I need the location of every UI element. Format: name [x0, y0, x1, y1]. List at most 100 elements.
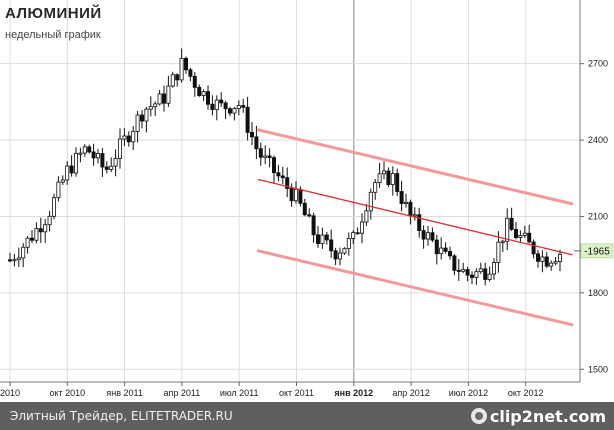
candle-body: [263, 155, 268, 158]
candle: [377, 162, 382, 188]
chart-subtitle: недельный график: [5, 29, 101, 41]
candle-body: [144, 108, 149, 122]
candle-body: [342, 248, 347, 254]
candle-body: [7, 259, 12, 262]
candle-body: [390, 173, 395, 185]
candle-body: [280, 175, 285, 179]
candle: [320, 227, 325, 249]
candle: [188, 67, 193, 82]
candle: [267, 148, 272, 168]
candle: [91, 143, 96, 166]
candle-body: [395, 173, 400, 192]
candle-body: [558, 253, 563, 263]
candle: [201, 89, 206, 101]
candle-body: [258, 148, 263, 158]
candle-body: [179, 57, 184, 81]
candle-body: [443, 247, 448, 252]
x-axis: 2010 окт 2010 янв 2011 апр 2011 июл 2011 окт …: [0, 381, 580, 398]
candle-body: [118, 138, 123, 159]
candle-body: [21, 246, 26, 259]
candle: [131, 126, 136, 151]
candle-body: [456, 269, 461, 272]
clip2net-logo[interactable]: clip2net.com: [470, 406, 606, 426]
candle: [496, 231, 501, 273]
candle: [161, 85, 166, 112]
candle-body: [302, 202, 307, 216]
candle: [381, 161, 386, 180]
x-tick-label: окт 2012: [508, 388, 544, 398]
candle-body: [100, 153, 105, 168]
candle-body: [16, 257, 21, 261]
candle-body: [368, 191, 373, 212]
candle-body: [214, 99, 219, 110]
candle-body: [201, 91, 206, 96]
candle: [307, 208, 312, 218]
candle-body: [531, 241, 536, 255]
candle: [333, 247, 338, 266]
candle-body: [399, 191, 404, 204]
candle-body: [540, 256, 545, 262]
candle-body: [267, 155, 272, 159]
trend-line: [257, 178, 573, 256]
candle: [56, 176, 61, 202]
candle: [144, 106, 149, 133]
candle: [113, 149, 118, 177]
candle-body: [421, 230, 426, 240]
candle: [531, 239, 536, 259]
candle-body: [351, 232, 356, 239]
candle: [271, 155, 276, 184]
candle-body: [60, 179, 65, 183]
candle-body: [65, 165, 70, 181]
candle: [227, 106, 232, 117]
candle-body: [544, 256, 549, 267]
candle-body: [223, 102, 228, 110]
candle-body: [91, 151, 96, 159]
candle-body: [474, 271, 479, 278]
candle: [183, 56, 188, 74]
candle-body: [52, 197, 57, 217]
candle: [126, 131, 131, 147]
candle: [29, 230, 34, 244]
candle: [315, 226, 320, 248]
candle: [456, 259, 461, 281]
candle: [192, 72, 197, 97]
candle: [38, 217, 43, 243]
candle: [236, 100, 241, 116]
candle: [245, 96, 250, 141]
candle-body: [12, 259, 17, 262]
candle: [25, 236, 30, 254]
candle-body: [74, 152, 79, 174]
candle-body: [82, 146, 87, 154]
candle: [232, 106, 237, 121]
candle-body: [122, 135, 127, 140]
x-tick-label: апр 2012: [392, 388, 429, 398]
candle: [478, 262, 483, 274]
candle: [280, 166, 285, 185]
candle: [118, 128, 123, 169]
candle: [109, 157, 114, 173]
x-tick-label: янв 2012: [334, 388, 373, 398]
candle: [403, 193, 408, 208]
candle-body: [337, 252, 342, 260]
chart-title: АЛЮМИНИЙ: [5, 5, 102, 22]
candle-body: [175, 74, 180, 81]
candle-body: [56, 181, 61, 199]
candle: [346, 232, 351, 256]
footer-bar: Элитный Трейдер, ELITETRADER.RU clip2net…: [0, 402, 614, 430]
candle-body: [329, 239, 334, 252]
candle-body: [355, 232, 360, 235]
candle-body: [483, 268, 488, 280]
candle-body: [311, 215, 316, 236]
candle-body: [434, 239, 439, 255]
candle: [351, 230, 356, 244]
candle-body: [131, 130, 136, 143]
candle: [342, 247, 347, 255]
candle-body: [34, 228, 39, 241]
candle-body: [333, 250, 338, 260]
candle-body: [465, 269, 470, 276]
candle: [359, 213, 364, 244]
candle-body: [364, 210, 369, 223]
candle: [175, 73, 180, 87]
candlestick-chart: 2010 окт 2010 янв 2011 апр 2011 июл 2011 окт …: [0, 0, 614, 398]
candle: [337, 247, 342, 266]
